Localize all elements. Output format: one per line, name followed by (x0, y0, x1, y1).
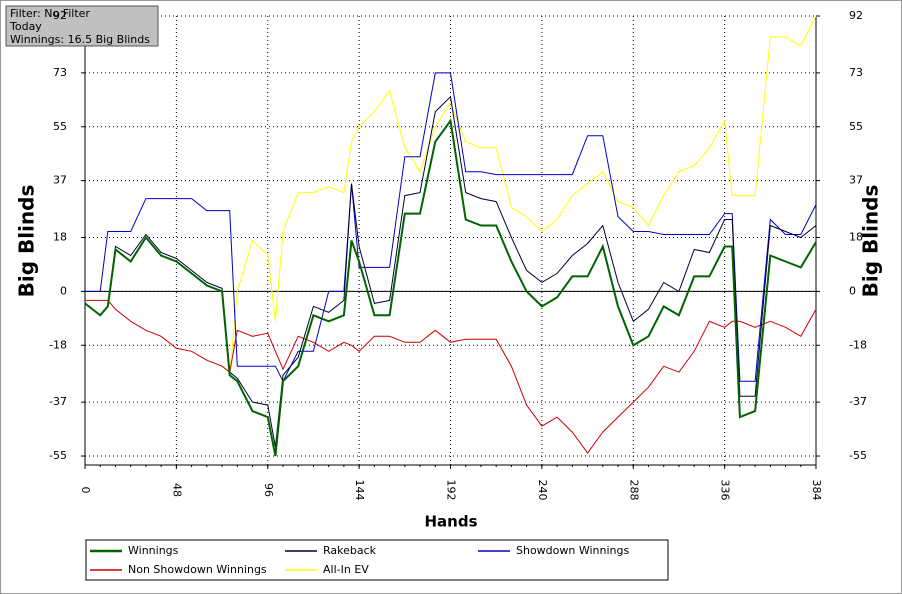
x-tick-label: 0 (79, 487, 92, 494)
legend (85, 539, 669, 581)
y2-tick-label: -55 (849, 449, 867, 462)
x-tick-label: 384 (810, 480, 823, 501)
legend-label: Rakeback (323, 544, 377, 557)
y2-tick-label: 37 (849, 174, 863, 187)
legend-label: Showdown Winnings (516, 544, 630, 557)
x-tick-label: 144 (353, 480, 366, 501)
y2-tick-label: 92 (849, 9, 863, 22)
x-tick-label: 240 (536, 480, 549, 501)
filter-text: Winnings: 16.5 Big Blinds (10, 33, 150, 46)
series-line (85, 72, 817, 383)
x-tick-label: 48 (170, 483, 183, 497)
y-tick-label: -55 (49, 449, 67, 462)
x-tick-label: 336 (719, 480, 732, 501)
y-tick-label: -37 (49, 395, 67, 408)
y-tick-label: 18 (53, 231, 67, 244)
y2-axis-label: Big Blinds (859, 185, 883, 298)
y-axis-label: Big Blinds (15, 185, 39, 298)
x-tick-label: 288 (627, 480, 640, 501)
series-line (85, 299, 817, 454)
legend-label: All-In EV (323, 563, 369, 576)
y2-tick-label: -18 (849, 338, 867, 351)
filter-box (5, 5, 159, 47)
y-tick-label: 55 (53, 120, 67, 133)
legend-label: Non Showdown Winnings (128, 563, 267, 576)
x-axis-label: Hands (424, 513, 477, 531)
x-tick-label: 96 (262, 483, 275, 497)
x-tick-label: 192 (445, 480, 458, 501)
series-line (84, 118, 817, 457)
y-tick-label: 73 (53, 66, 67, 79)
y-tick-label: -18 (49, 338, 67, 351)
y2-tick-label: 55 (849, 120, 863, 133)
y-tick-label: 92 (53, 9, 67, 22)
y2-tick-label: 0 (849, 284, 856, 297)
y-tick-label: 0 (60, 284, 67, 297)
y-tick-label: 37 (53, 174, 67, 187)
filter-text: Today (9, 20, 42, 33)
y2-tick-label: 18 (849, 231, 863, 244)
plot-area (81, 15, 820, 469)
series-line (84, 95, 817, 448)
legend-label: Winnings (128, 544, 179, 557)
y2-tick-label: 73 (849, 66, 863, 79)
filter-text: Filter: No Filter (10, 7, 90, 20)
y2-tick-label: -37 (849, 395, 867, 408)
